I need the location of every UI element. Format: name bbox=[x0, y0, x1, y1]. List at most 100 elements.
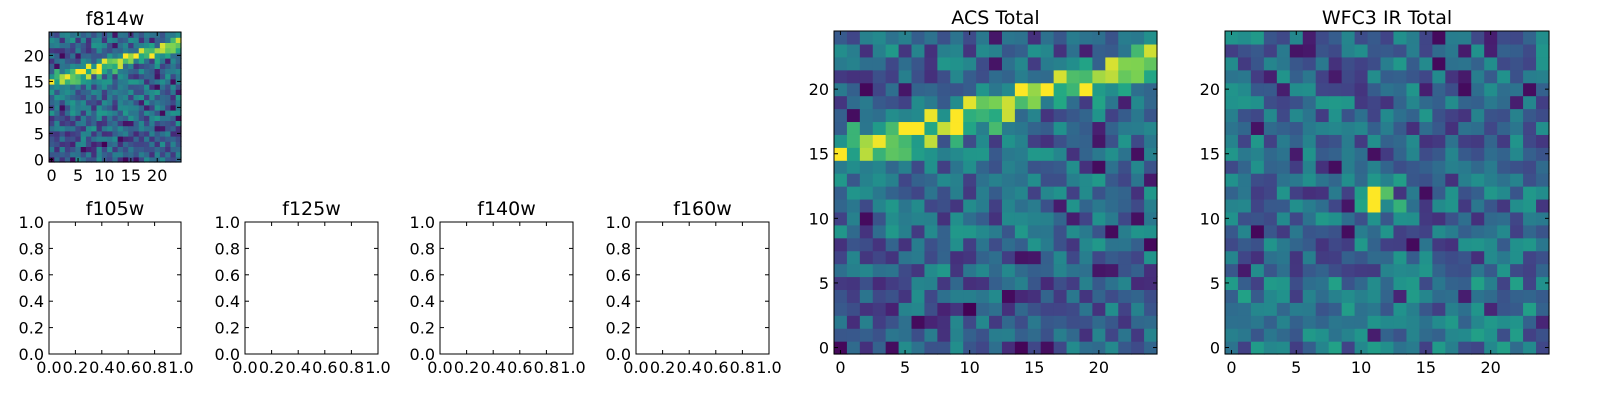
heatmap-cell bbox=[1497, 31, 1511, 45]
heatmap-cell bbox=[1510, 134, 1524, 148]
heatmap-cell bbox=[976, 328, 990, 342]
heatmap-cell bbox=[1510, 263, 1524, 278]
heatmap-cell bbox=[898, 160, 913, 174]
heatmap-cell bbox=[1393, 69, 1408, 84]
heatmap-cell bbox=[1406, 263, 1420, 278]
heatmap-cell bbox=[1510, 69, 1524, 84]
heatmap-cell bbox=[1445, 289, 1459, 303]
heatmap-cell bbox=[149, 120, 156, 127]
heatmap-cell bbox=[989, 328, 1003, 342]
heatmap-cell bbox=[859, 328, 874, 342]
heatmap-cell bbox=[159, 42, 166, 49]
heatmap-cell bbox=[1276, 250, 1291, 265]
heatmap-cell bbox=[170, 73, 177, 80]
heatmap-cell bbox=[159, 84, 166, 90]
heatmap-cell bbox=[976, 31, 990, 45]
heatmap-cell bbox=[1432, 289, 1446, 303]
heatmap-cell bbox=[911, 69, 926, 84]
heatmap-cell bbox=[154, 141, 161, 147]
heatmap-cell bbox=[59, 32, 66, 38]
heatmap-cell bbox=[1131, 315, 1145, 329]
heatmap-cell bbox=[1380, 121, 1395, 135]
heatmap-cell bbox=[1237, 173, 1252, 187]
heatmap-cell bbox=[911, 341, 926, 355]
heatmap-cell bbox=[96, 99, 103, 106]
heatmap-cell bbox=[1406, 56, 1420, 71]
heatmap-cell bbox=[1237, 198, 1252, 213]
heatmap-cell bbox=[1419, 121, 1433, 135]
x-tick-label: 20 bbox=[147, 166, 167, 185]
heatmap-cell bbox=[1419, 250, 1433, 265]
heatmap-cell bbox=[898, 147, 913, 161]
heatmap-cell bbox=[64, 84, 71, 90]
heatmap-cell bbox=[1328, 224, 1343, 239]
heatmap-cell bbox=[1144, 31, 1158, 45]
heatmap-cell bbox=[80, 141, 87, 147]
heatmap-cell bbox=[885, 263, 900, 278]
heatmap-cell bbox=[49, 99, 55, 106]
heatmap-cell bbox=[1131, 160, 1145, 174]
heatmap-cell bbox=[96, 63, 103, 69]
heatmap-cell bbox=[1302, 341, 1317, 355]
heatmap-cell bbox=[1066, 69, 1081, 84]
heatmap-cell bbox=[159, 125, 166, 132]
heatmap-cell bbox=[924, 289, 938, 303]
heatmap-cell bbox=[133, 63, 140, 69]
heatmap-cell bbox=[85, 130, 92, 137]
heatmap-cell bbox=[1092, 82, 1106, 97]
heatmap-cell bbox=[1406, 328, 1420, 342]
heatmap-cell bbox=[1445, 95, 1459, 110]
heatmap-cell bbox=[170, 63, 177, 69]
heatmap-cell bbox=[175, 73, 182, 80]
heatmap-cell bbox=[1445, 302, 1459, 316]
axes-background bbox=[245, 222, 378, 354]
heatmap-cell bbox=[1225, 31, 1239, 45]
heatmap-cell bbox=[963, 198, 977, 213]
heatmap-cell bbox=[1092, 134, 1106, 148]
heatmap-cell bbox=[159, 94, 166, 101]
heatmap-cell bbox=[112, 89, 119, 95]
heatmap-cell bbox=[1040, 186, 1055, 200]
heatmap-cell bbox=[1510, 276, 1524, 290]
heatmap-cell bbox=[1040, 328, 1055, 342]
heatmap-cell bbox=[165, 84, 172, 90]
heatmap-cell bbox=[117, 37, 124, 43]
heatmap-cell bbox=[1027, 250, 1042, 265]
heatmap-cell bbox=[170, 37, 177, 43]
heatmap-cell bbox=[1536, 95, 1550, 110]
heatmap-cell bbox=[138, 42, 145, 49]
heatmap-cell bbox=[1276, 315, 1291, 329]
heatmap-cell bbox=[175, 136, 182, 142]
heatmap-cell bbox=[1484, 289, 1498, 303]
x-tick-label: 0.8 bbox=[534, 358, 559, 377]
heatmap-cell bbox=[1341, 211, 1356, 226]
heatmap-cell bbox=[59, 84, 66, 90]
heatmap-cell bbox=[1118, 43, 1132, 58]
heatmap-cell bbox=[885, 147, 900, 161]
heatmap-cell bbox=[1092, 95, 1106, 110]
heatmap-cell bbox=[911, 160, 926, 174]
heatmap-cell bbox=[54, 78, 61, 85]
y-tick-label: 0.6 bbox=[215, 266, 240, 285]
heatmap-cell bbox=[54, 136, 61, 142]
heatmap-cell bbox=[1341, 289, 1356, 303]
heatmap-cell bbox=[1432, 134, 1446, 148]
heatmap-cell bbox=[1458, 56, 1472, 71]
heatmap-cell bbox=[49, 151, 55, 158]
heatmap-cell bbox=[133, 47, 140, 54]
heatmap-cell bbox=[75, 141, 82, 147]
heatmap-cell bbox=[70, 125, 76, 132]
heatmap-cell bbox=[170, 58, 177, 64]
heatmap-cell bbox=[149, 84, 156, 90]
heatmap-cell bbox=[1302, 250, 1317, 265]
heatmap-cell bbox=[1419, 302, 1433, 316]
heatmap-cell bbox=[159, 68, 166, 75]
axes-frame bbox=[439, 221, 574, 355]
heatmap-cell bbox=[963, 237, 977, 252]
heatmap-cell bbox=[1367, 147, 1382, 161]
heatmap-cell bbox=[49, 89, 55, 95]
x-tick-label: 0.0 bbox=[427, 358, 452, 377]
heatmap-cell bbox=[1419, 82, 1433, 97]
heatmap-cell bbox=[122, 89, 129, 95]
heatmap-cell bbox=[1471, 82, 1485, 97]
